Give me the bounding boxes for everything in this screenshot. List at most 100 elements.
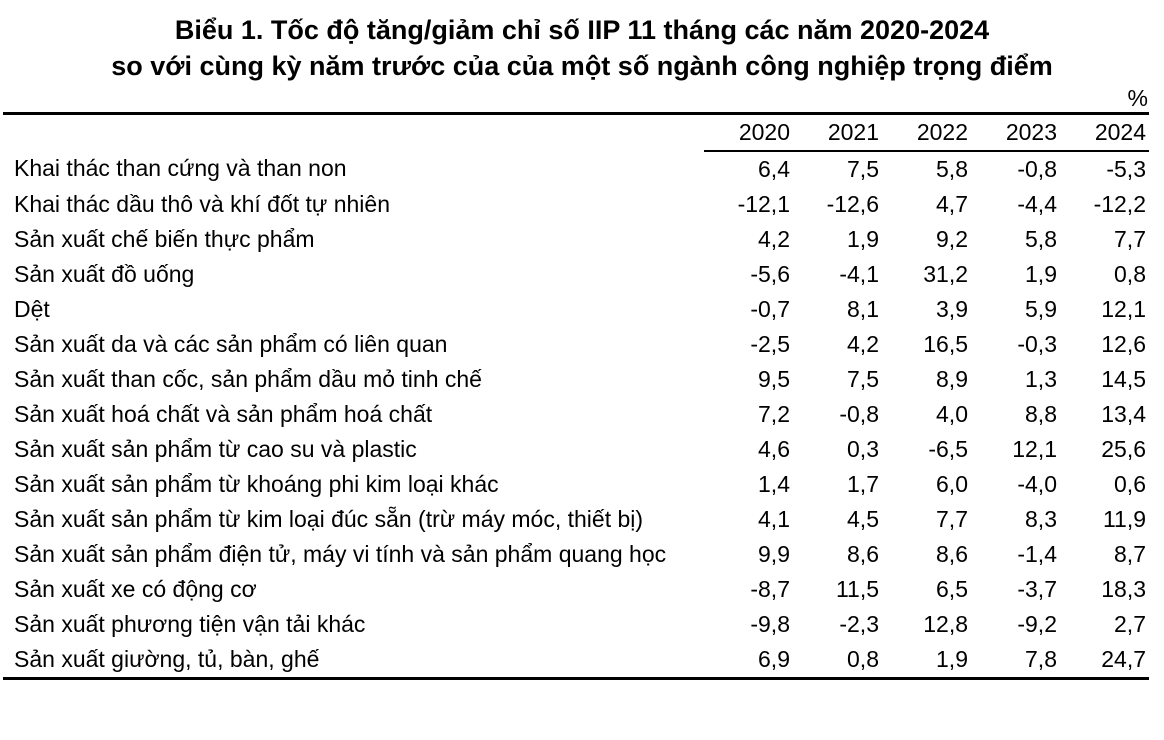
value-cell: -0,3 (1017, 331, 1057, 357)
value-cell: 8,1 (847, 296, 879, 322)
value-cell: 1,9 (936, 646, 968, 672)
value-cell: 4,5 (847, 506, 879, 532)
value-cell: 4,6 (758, 436, 790, 462)
value-cell: 8,7 (1114, 541, 1146, 567)
value-cell: 0,3 (847, 436, 879, 462)
table-header-row: 2020 2021 2022 2023 2024 (3, 113, 1149, 152)
value-cell: 7,7 (936, 506, 968, 532)
value-cell: 7,5 (847, 156, 879, 182)
value-cell: 2,7 (1114, 611, 1146, 637)
table-title: Biểu 1. Tốc độ tăng/giảm chỉ số IIP 11 t… (0, 12, 1164, 84)
value-cell: 11,5 (835, 576, 879, 602)
value-cell: 12,1 (1101, 296, 1146, 322)
value-cell: -3,7 (1017, 576, 1057, 602)
table-row: Sản xuất hoá chất và sản phẩm hoá chất 7,… (3, 397, 1149, 432)
value-cell: 8,6 (936, 541, 968, 567)
value-cell: -9,8 (750, 611, 790, 637)
table-row: Khai thác dầu thô và khí đốt tự nhiên -12… (3, 187, 1149, 222)
value-cell: 16,5 (923, 331, 968, 357)
value-cell: -12,1 (737, 191, 790, 217)
value-cell: -9,2 (1017, 611, 1057, 637)
value-cell: -12,6 (826, 191, 879, 217)
value-cell: 4,0 (936, 401, 968, 427)
value-cell: 18,3 (1101, 576, 1146, 602)
value-cell: 7,2 (758, 401, 790, 427)
value-cell: 5,8 (1025, 226, 1057, 252)
value-cell: -8,7 (750, 576, 790, 602)
value-cell: 11,9 (1102, 506, 1146, 532)
value-cell: 3,9 (936, 296, 968, 322)
value-cell: 12,6 (1101, 331, 1146, 357)
year-header-2023: 2023 (971, 113, 1060, 152)
industry-label: Sản xuất sản phẩm từ kim loại đúc sẵn (t… (14, 506, 644, 532)
industry-label: Sản xuất sản phẩm từ khoáng phi kim loại… (14, 471, 499, 497)
industry-label: Sản xuất sản phẩm điện tử, máy vi tính v… (14, 541, 667, 567)
value-cell: 31,2 (923, 261, 968, 287)
value-cell: 7,8 (1025, 646, 1057, 672)
value-cell: 6,9 (758, 646, 790, 672)
value-cell: 0,6 (1114, 471, 1146, 497)
industry-label: Khai thác dầu thô và khí đốt tự nhiên (14, 191, 390, 217)
table-row: Sản xuất chế biến thực phẩm 4,2 1,9 9,2 5,8 7… (3, 222, 1149, 257)
industry-label: Sản xuất phương tiện vận tải khác (14, 611, 366, 637)
table-row: Khai thác than cứng và than non 6,4 7,5 5,8… (3, 151, 1149, 187)
value-cell: -2,3 (839, 611, 879, 637)
page: Biểu 1. Tốc độ tăng/giảm chỉ số IIP 11 t… (0, 12, 1164, 740)
iip-table: 2020 2021 2022 2023 2024 Khai thác than cứng… (3, 112, 1149, 680)
industry-label: Sản xuất hoá chất và sản phẩm hoá chất (14, 401, 433, 427)
value-cell: 1,9 (1025, 261, 1057, 287)
value-cell: 5,9 (1025, 296, 1057, 322)
table-row: Sản xuất xe có động cơ -8,7 11,5 6,5 -3,7 18,… (3, 572, 1149, 607)
industry-label: Sản xuất đồ uống (14, 261, 195, 287)
value-cell: -6,5 (928, 436, 968, 462)
value-cell: 0,8 (1114, 261, 1146, 287)
table-row: Sản xuất sản phẩm từ cao su và plastic 4,… (3, 432, 1149, 467)
table-row: Sản xuất sản phẩm điện tử, máy vi tính v… (3, 537, 1149, 572)
value-cell: 6,0 (936, 471, 968, 497)
value-cell: -2,5 (750, 331, 790, 357)
table-row: Sản xuất da và các sản phẩm có liên quan… (3, 327, 1149, 362)
table-corner-cell (3, 114, 704, 152)
table-body: Khai thác than cứng và than non 6,4 7,5 5,8… (3, 151, 1149, 679)
industry-label: Dệt (14, 296, 50, 322)
value-cell: 1,9 (847, 226, 879, 252)
value-cell: 13,4 (1101, 401, 1146, 427)
table-row: Dệt -0,7 8,1 3,9 5,9 12,1 (3, 292, 1149, 327)
value-cell: 1,3 (1025, 366, 1057, 392)
value-cell: 4,7 (936, 191, 968, 217)
table-title-line1: Biểu 1. Tốc độ tăng/giảm chỉ số IIP 11 t… (174, 15, 990, 45)
value-cell: 5,8 (936, 156, 968, 182)
value-cell: -0,8 (1017, 156, 1057, 182)
industry-label: Sản xuất sản phẩm từ cao su và plastic (14, 436, 417, 462)
value-cell: 8,8 (1025, 401, 1057, 427)
table-row: Sản xuất phương tiện vận tải khác -9,8 -2,… (3, 607, 1149, 642)
table-row: Sản xuất đồ uống -5,6 -4,1 31,2 1,9 0,8 (3, 257, 1149, 292)
value-cell: 9,5 (758, 366, 790, 392)
industry-label: Sản xuất da và các sản phẩm có liên quan (14, 331, 448, 357)
value-cell: -0,7 (750, 296, 790, 322)
value-cell: 24,7 (1101, 646, 1146, 672)
industry-label: Sản xuất giường, tủ, bàn, ghế (14, 646, 320, 672)
value-cell: 9,9 (758, 541, 790, 567)
table-row: Sản xuất than cốc, sản phẩm dầu mỏ tinh … (3, 362, 1149, 397)
industry-label: Sản xuất xe có động cơ (14, 576, 257, 602)
table-row: Sản xuất sản phẩm từ kim loại đúc sẵn (t… (3, 502, 1149, 537)
value-cell: 25,6 (1101, 436, 1146, 462)
value-cell: 8,9 (936, 366, 968, 392)
industry-label: Sản xuất chế biến thực phẩm (14, 226, 315, 252)
value-cell: -4,0 (1017, 471, 1057, 497)
industry-label: Sản xuất than cốc, sản phẩm dầu mỏ tinh … (14, 366, 482, 392)
value-cell: 1,7 (847, 471, 879, 497)
value-cell: 14,5 (1101, 366, 1146, 392)
value-cell: -5,6 (750, 261, 790, 287)
unit-label: % (1127, 85, 1148, 111)
value-cell: -0,8 (839, 401, 879, 427)
value-cell: 12,8 (923, 611, 968, 637)
industry-label: Khai thác than cứng và than non (14, 155, 347, 181)
value-cell: 9,2 (936, 226, 968, 252)
value-cell: 12,1 (1012, 436, 1057, 462)
value-cell: 4,1 (758, 506, 790, 532)
value-cell: -4,1 (839, 261, 879, 287)
year-header-2024: 2024 (1060, 113, 1149, 152)
value-cell: 4,2 (847, 331, 879, 357)
